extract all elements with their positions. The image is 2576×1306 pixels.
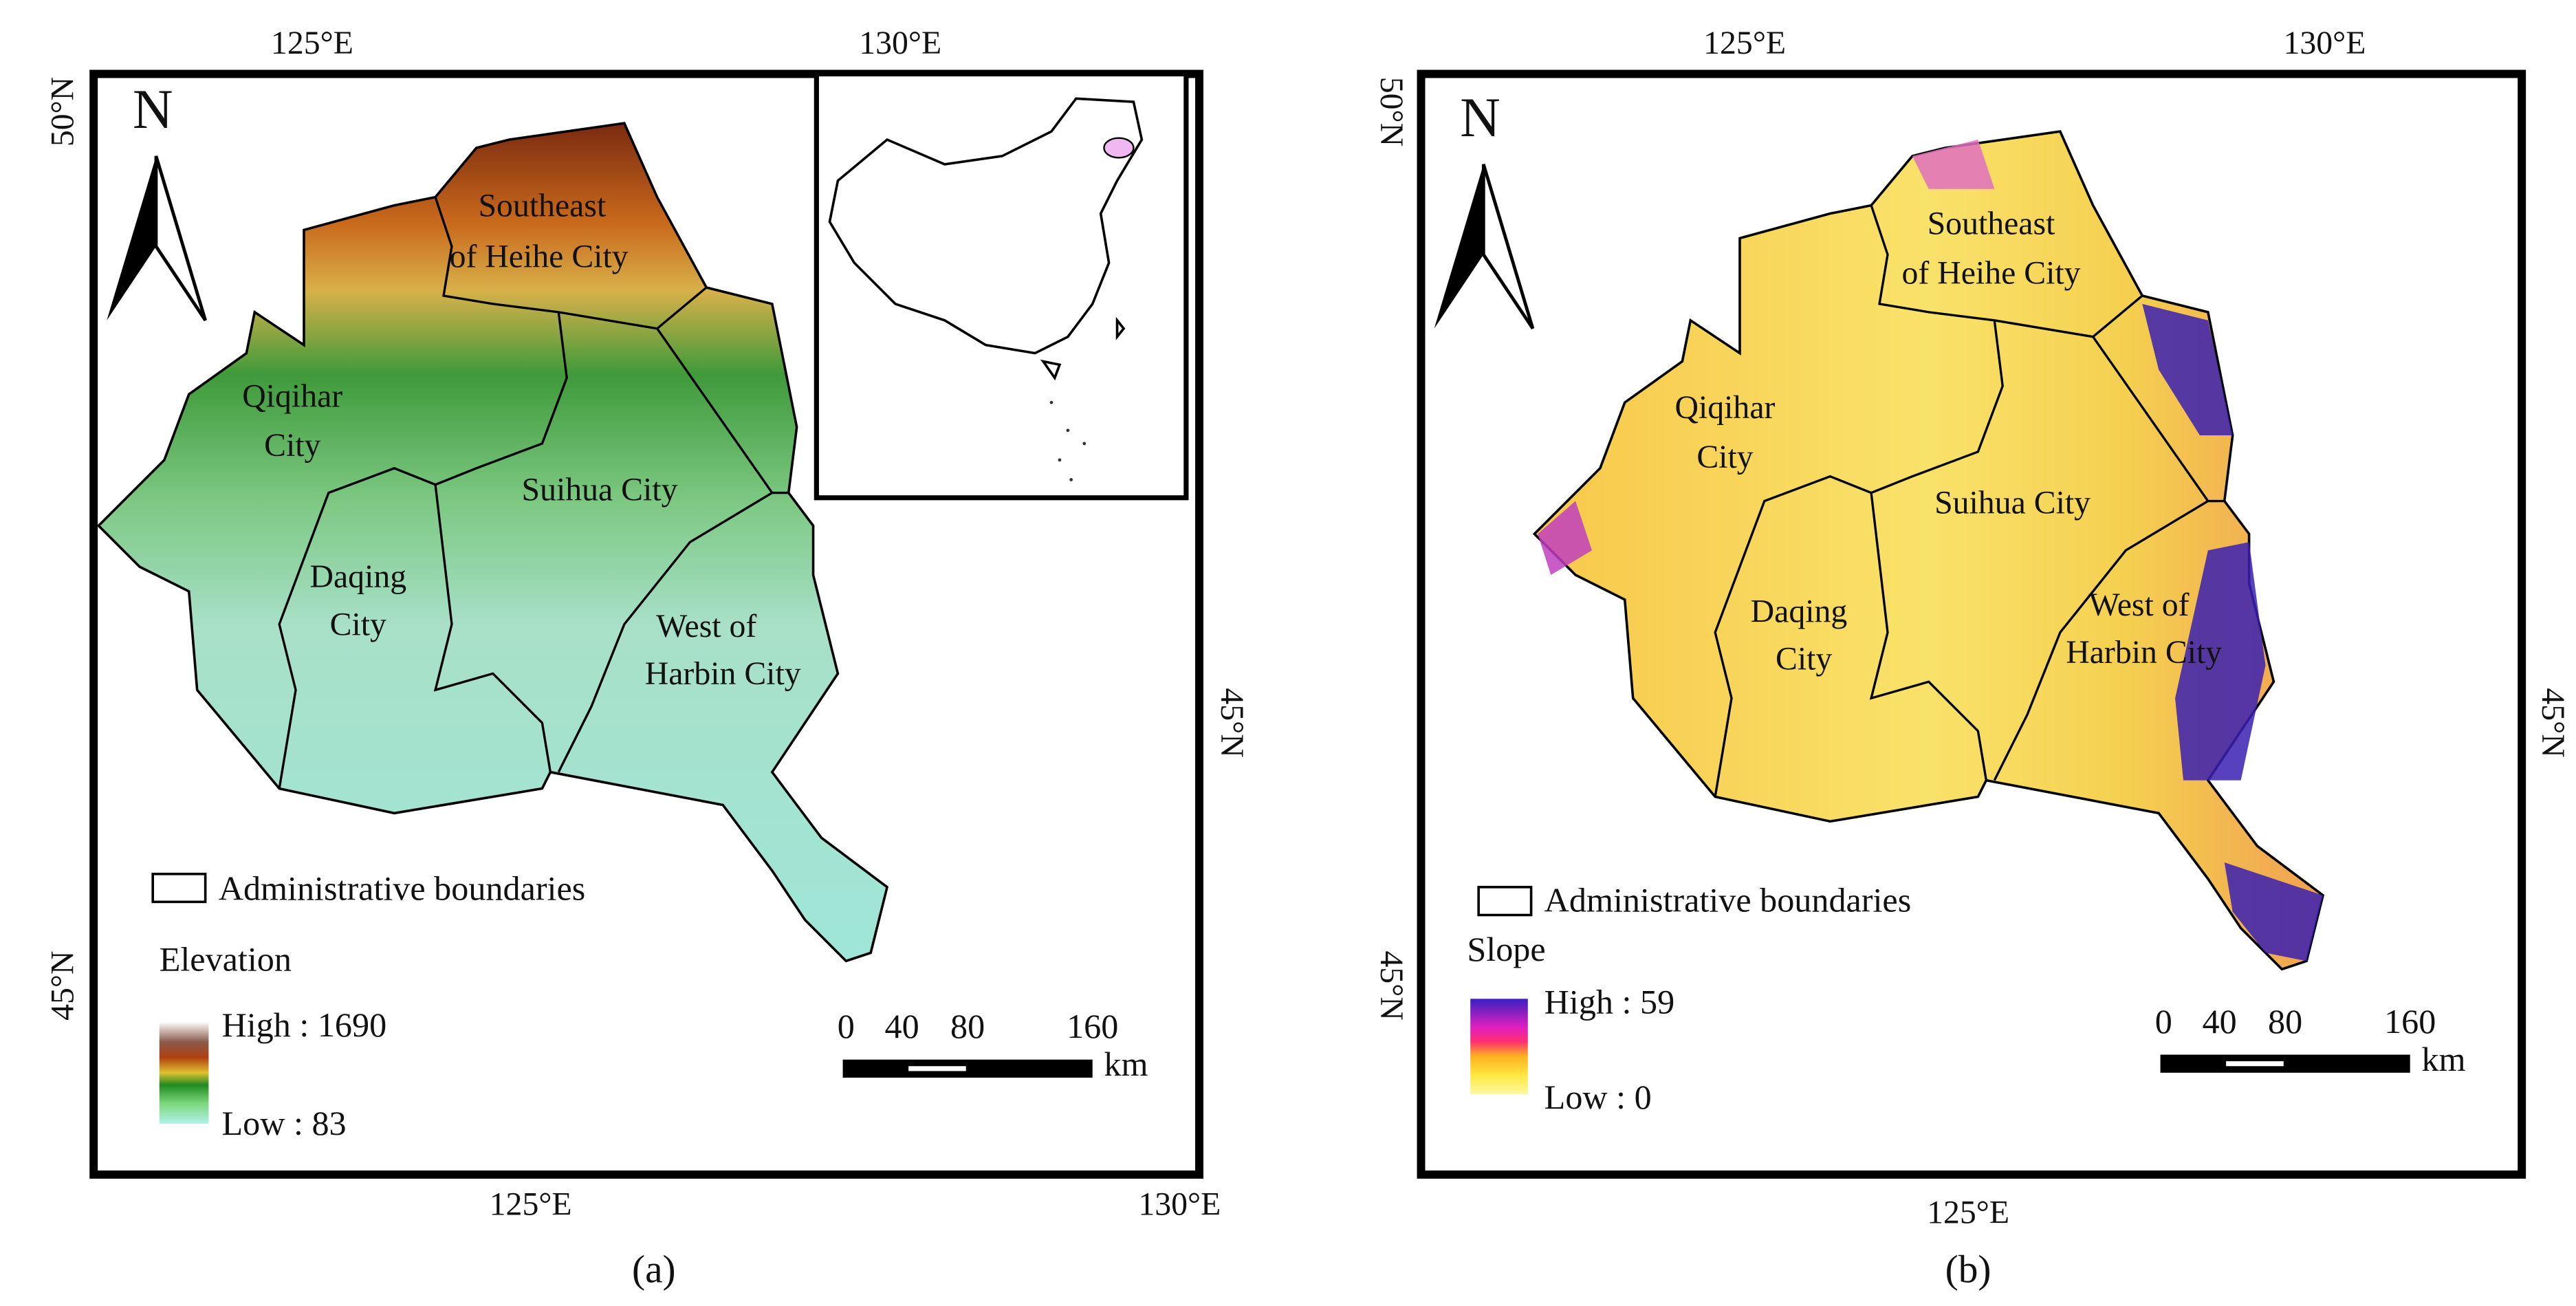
scale-label: 80 bbox=[2268, 1002, 2302, 1041]
legend-title: Elevation bbox=[160, 939, 292, 978]
region-label: Suihua City bbox=[1934, 485, 2091, 521]
scale-bar bbox=[2160, 1054, 2410, 1073]
region-label: West of bbox=[2088, 587, 2189, 623]
scale-label: 160 bbox=[2384, 1002, 2436, 1041]
caption: (a) bbox=[632, 1248, 676, 1291]
region-label: Daqing bbox=[309, 558, 406, 595]
inset-highlight bbox=[1103, 137, 1135, 159]
legend-high: High : 59 bbox=[1544, 982, 1674, 1021]
slope-map bbox=[1533, 130, 2324, 971]
lat-label: 45°N bbox=[2535, 688, 2571, 757]
lat-label: 45°N bbox=[1214, 688, 1250, 757]
legend-title: Slope bbox=[1467, 930, 1545, 968]
lat-label: 45°N bbox=[45, 951, 81, 1021]
panel-a: N 125°E 130°E 125°E 130°E 50°N 45°N 45°N… bbox=[45, 25, 1251, 1292]
legend-high: High : 1690 bbox=[222, 1005, 387, 1044]
lon-label: 125°E bbox=[490, 1186, 572, 1223]
scale-label: 0 bbox=[838, 1007, 855, 1045]
region-label: Southeast bbox=[478, 187, 606, 224]
color-ramp bbox=[1470, 999, 1528, 1094]
lat-label: 50°N bbox=[1373, 77, 1410, 146]
lon-label: 130°E bbox=[1138, 1186, 1221, 1223]
region-label: Daqing bbox=[1751, 593, 1848, 629]
legend-label: Administrative boundaries bbox=[219, 869, 586, 908]
scale-label: 40 bbox=[884, 1007, 919, 1045]
region-label: Qiqihar bbox=[1675, 389, 1776, 426]
region-label: of Heihe City bbox=[450, 238, 629, 274]
scale-label: 40 bbox=[2203, 1002, 2237, 1041]
scale-unit: km bbox=[2421, 1040, 2465, 1078]
north-label: N bbox=[133, 78, 173, 140]
region-label: Harbin City bbox=[645, 655, 801, 692]
lon-label: 125°E bbox=[1927, 1195, 2009, 1231]
scale-bar-segment bbox=[908, 1066, 966, 1071]
region-label: City bbox=[264, 427, 320, 464]
region-label: City bbox=[330, 606, 386, 642]
inset-islands bbox=[1049, 400, 1087, 481]
lon-label: 125°E bbox=[271, 25, 353, 61]
region-label: City bbox=[1776, 641, 1832, 677]
legend-low: Low : 83 bbox=[222, 1104, 347, 1142]
region-label: Qiqihar bbox=[242, 378, 342, 414]
legend-swatch bbox=[1477, 886, 1533, 917]
region-label: Southeast bbox=[1928, 206, 2055, 242]
region-label: City bbox=[1696, 439, 1753, 475]
lon-label: 130°E bbox=[2284, 25, 2366, 61]
lon-label: 125°E bbox=[1703, 25, 1786, 61]
lon-label: 130°E bbox=[859, 25, 941, 61]
legend-swatch bbox=[151, 872, 207, 904]
region-label: Suihua City bbox=[522, 472, 678, 508]
color-ramp bbox=[159, 1021, 209, 1124]
scale-bar-segment bbox=[2226, 1061, 2284, 1067]
inset-china bbox=[828, 97, 1144, 381]
panel-b: N 125°E 130°E 125°E 50°N 45°N 45°N South… bbox=[1373, 25, 2571, 1292]
region-label: of Heihe City bbox=[1901, 254, 2080, 291]
scale-label: 160 bbox=[1067, 1007, 1118, 1045]
legend-label: Administrative boundaries bbox=[1544, 880, 1912, 919]
lat-label: 50°N bbox=[45, 77, 81, 146]
scale-bar bbox=[842, 1059, 1093, 1078]
region-label: Harbin City bbox=[2066, 634, 2222, 671]
legend-low: Low : 0 bbox=[1544, 1078, 1652, 1116]
region-label: West of bbox=[656, 608, 756, 644]
scale-label: 80 bbox=[950, 1007, 985, 1045]
caption: (b) bbox=[1945, 1248, 1991, 1291]
lat-label: 45°N bbox=[1373, 951, 1410, 1021]
north-label: N bbox=[1460, 87, 1500, 149]
scale-label: 0 bbox=[2155, 1002, 2172, 1041]
scale-unit: km bbox=[1104, 1045, 1148, 1083]
